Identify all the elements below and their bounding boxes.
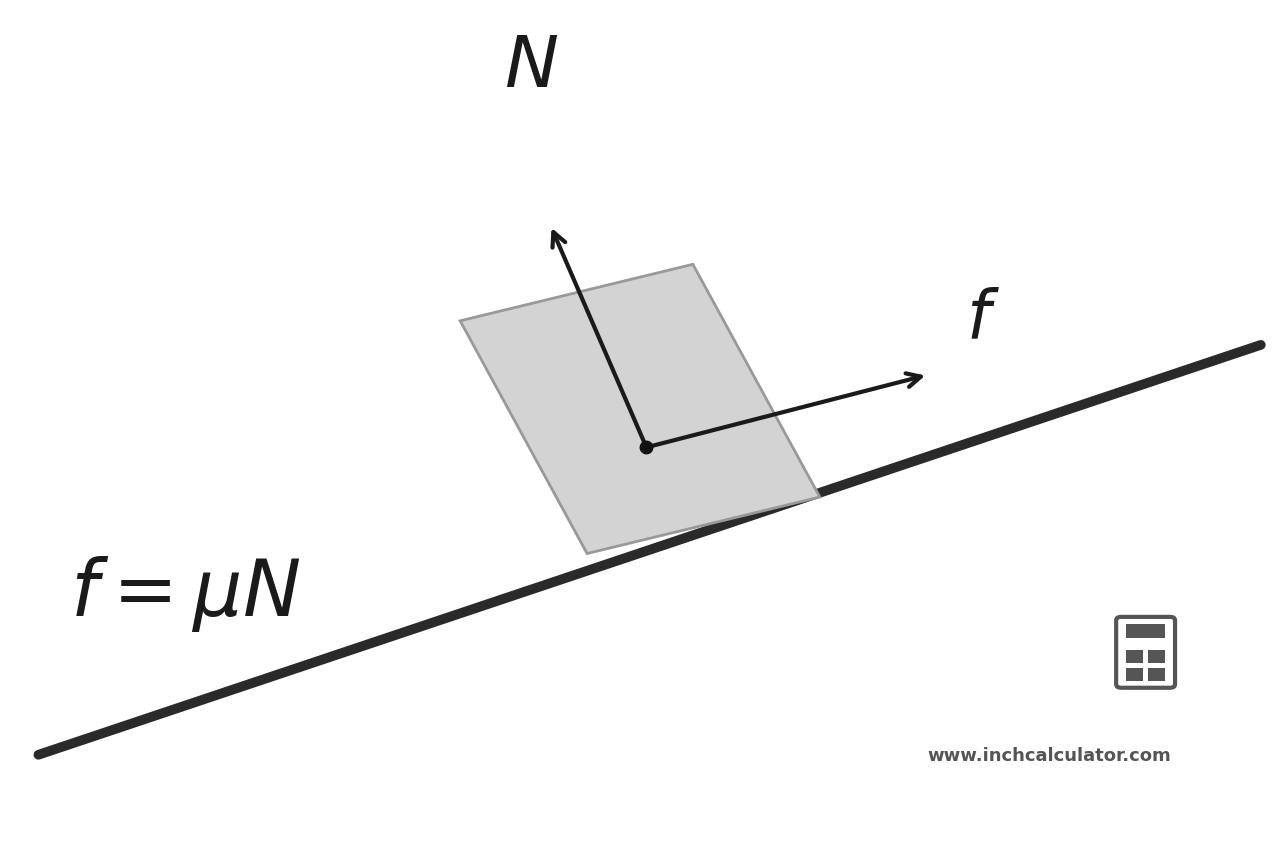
Bar (1126, 651, 1143, 664)
Bar (1126, 624, 1165, 638)
Text: $N$: $N$ (504, 32, 558, 102)
Text: $f = \mu N$: $f = \mu N$ (70, 553, 301, 633)
Bar (1148, 651, 1165, 664)
Bar (1148, 669, 1165, 682)
Text: www.inchcalculator.com: www.inchcalculator.com (928, 746, 1171, 764)
Bar (1126, 669, 1143, 682)
Polygon shape (460, 265, 820, 554)
Text: $f$: $f$ (966, 287, 1000, 352)
